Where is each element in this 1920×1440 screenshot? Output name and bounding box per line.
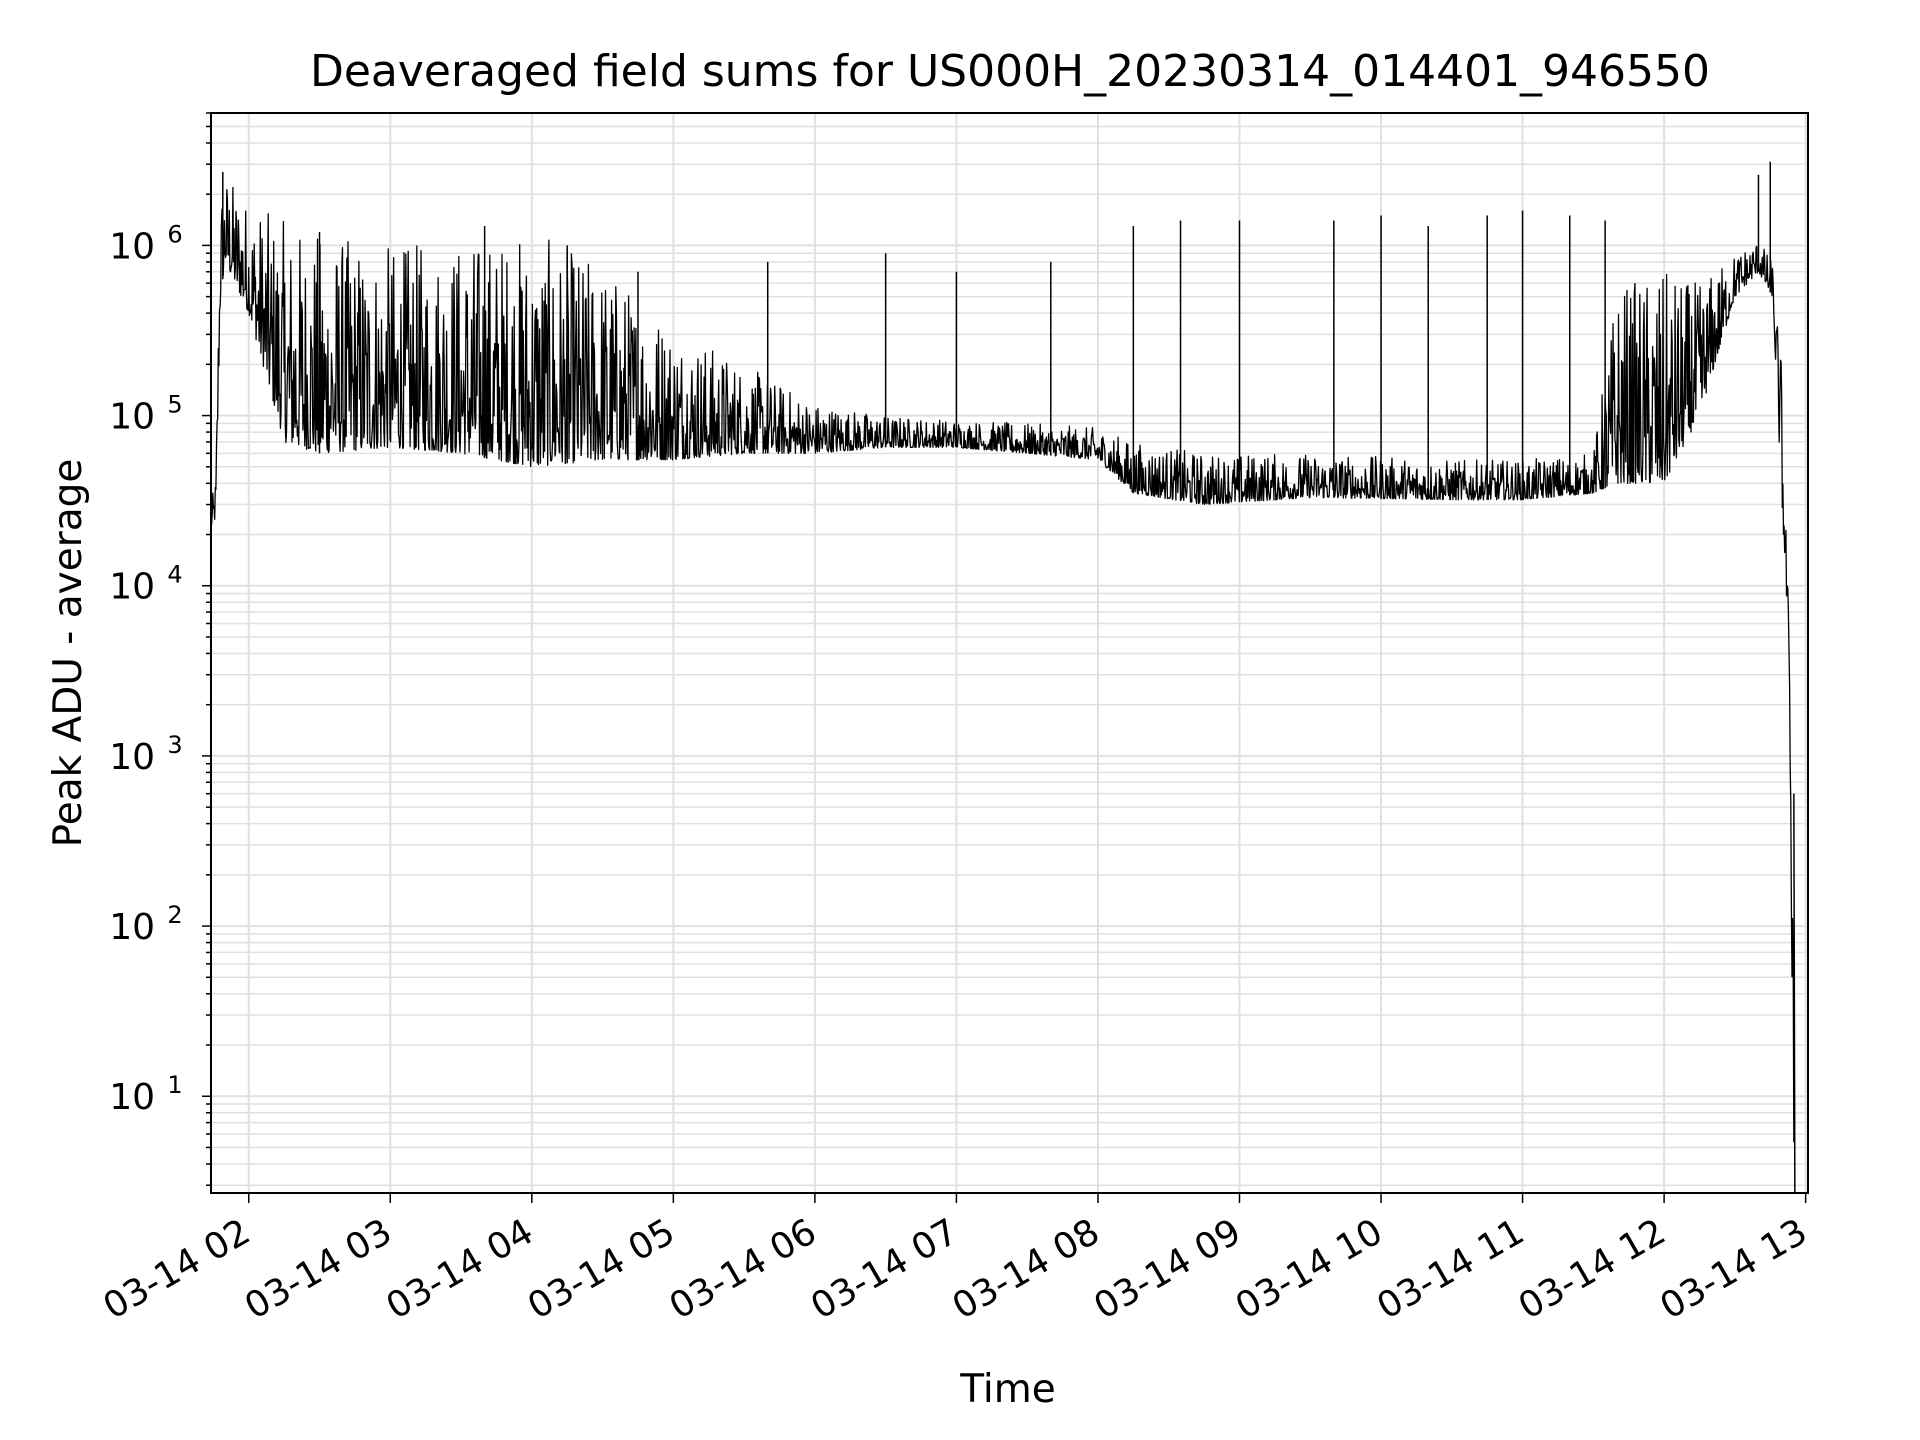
y-tick-label: 10 — [109, 397, 155, 438]
y-tick-label: 10 — [109, 567, 155, 608]
y-axis-ticks: 10 1 10 2 10 3 10 4 10 5 10 6 — [109, 112, 211, 1186]
x-axis-label: Time — [959, 1367, 1055, 1412]
y-tick-label: 10 — [109, 907, 155, 948]
y-tick-exponent: 4 — [167, 561, 182, 589]
y-tick-base: 10 — [109, 907, 155, 948]
y-tick-base: 10 — [109, 1077, 155, 1118]
y-tick-label: 10 — [109, 737, 155, 778]
y-tick-base: 10 — [109, 567, 155, 608]
series-path — [210, 186, 1795, 1143]
y-tick-exponent: 3 — [167, 731, 182, 759]
y-tick-base: 10 — [109, 226, 155, 267]
y-tick-exponent: 6 — [167, 220, 182, 248]
y-tick-label: 10 — [109, 1077, 155, 1118]
y-tick-exponent: 1 — [167, 1071, 182, 1099]
y-tick-base: 10 — [109, 737, 155, 778]
y-tick-base: 10 — [109, 397, 155, 438]
y-tick-exponent: 5 — [167, 391, 182, 419]
y-tick-label: 10 — [109, 226, 155, 267]
chart-title: Deaveraged field sums for US000H_2023031… — [310, 46, 1710, 97]
y-axis-label: Peak ADU - average — [46, 459, 91, 848]
data-series-line — [210, 161, 1796, 1194]
series-drop — [1793, 793, 1796, 1194]
y-tick-exponent: 2 — [167, 901, 182, 929]
